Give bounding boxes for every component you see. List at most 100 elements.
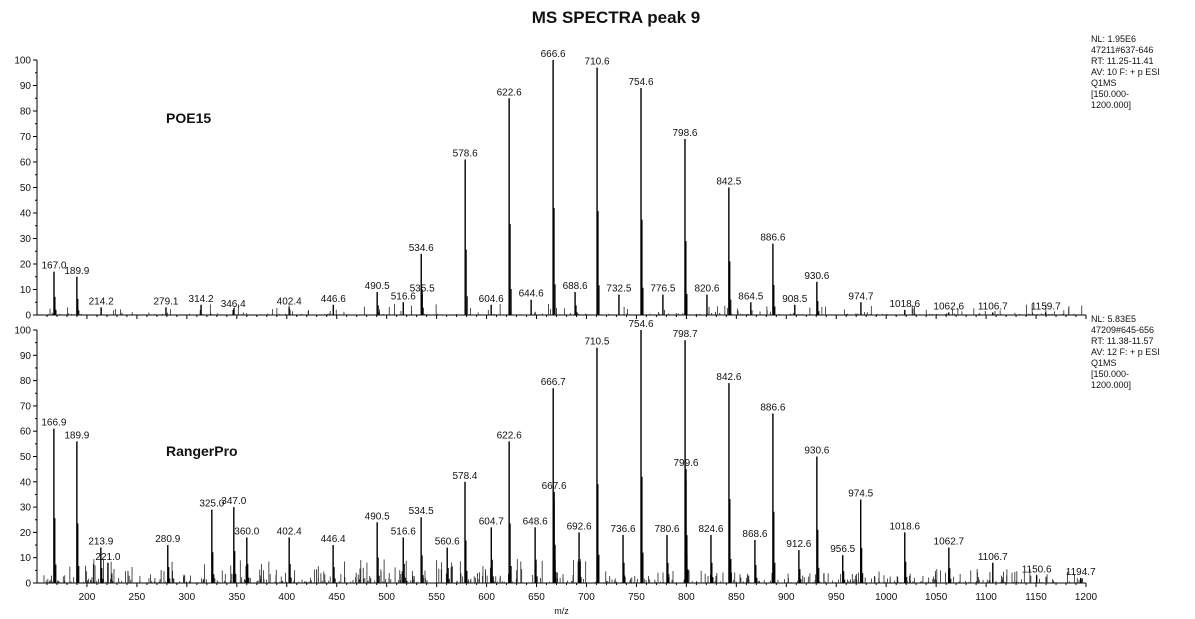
- peak-label: 956.5: [830, 544, 855, 555]
- peak-label: 346.4: [221, 299, 246, 310]
- peak-label: 692.6: [567, 521, 592, 532]
- peak-label: 886.6: [760, 402, 785, 413]
- peak-label: 799.6: [673, 458, 698, 469]
- y-tick-label: 30: [20, 503, 32, 514]
- peak-label: 754.6: [629, 319, 654, 330]
- x-tick-label: 1150: [1025, 592, 1047, 603]
- info-line: 47209#645-656: [1091, 325, 1154, 335]
- info-line: NL: 5.83E5: [1091, 314, 1136, 324]
- peak-label: 1018.6: [889, 521, 920, 532]
- peak-label: 732.5: [606, 284, 631, 295]
- peak-label: 974.5: [848, 489, 873, 500]
- peak-label: 167.0: [41, 261, 66, 272]
- panel-label: POE15: [166, 110, 211, 126]
- peak-label: 189.9: [64, 266, 89, 277]
- peak-label: 189.9: [64, 430, 89, 441]
- y-tick-label: 60: [20, 158, 32, 169]
- peak-label: 1062.6: [933, 301, 964, 312]
- x-tick-label: 700: [578, 592, 595, 603]
- y-tick-label: 50: [20, 183, 32, 194]
- x-tick-label: 850: [728, 592, 745, 603]
- peak-label: 644.6: [519, 289, 544, 300]
- peak-label: 780.6: [654, 524, 679, 535]
- y-tick-label: 70: [20, 401, 32, 412]
- peak-label: 347.0: [221, 496, 246, 507]
- x-tick-label: 650: [528, 592, 545, 603]
- y-tick-label: 80: [20, 376, 32, 387]
- x-axis-title: m/z: [554, 606, 569, 616]
- peak-label: 490.5: [365, 511, 390, 522]
- y-tick-label: 100: [14, 56, 31, 67]
- peak-label: 842.5: [716, 177, 741, 188]
- peak-label: 516.6: [391, 526, 416, 537]
- x-tick-label: 900: [778, 592, 795, 603]
- peak-label: 279.1: [153, 296, 178, 307]
- peak-label: 622.6: [497, 430, 522, 441]
- peak-label: 666.7: [541, 377, 566, 388]
- peak-label: 820.6: [694, 284, 719, 295]
- x-tick-label: 200: [79, 592, 96, 603]
- peak-label: 214.2: [89, 296, 114, 307]
- y-tick-label: 10: [20, 553, 32, 564]
- peak-label: 667.6: [542, 481, 567, 492]
- x-tick-label: 1100: [975, 592, 997, 603]
- peak-label: 1194.7: [1066, 567, 1096, 578]
- x-tick-label: 550: [428, 592, 445, 603]
- x-tick-label: 1200: [1075, 592, 1098, 603]
- peak-label: 1018.6: [889, 299, 920, 310]
- peak-label: 648.6: [523, 516, 548, 527]
- peak-label: 736.6: [611, 524, 636, 535]
- x-tick-label: 300: [179, 592, 196, 603]
- x-tick-label: 800: [678, 592, 695, 603]
- info-line: NL: 1.95E6: [1091, 34, 1136, 44]
- peak-label: 864.5: [738, 291, 763, 302]
- info-line: 1200.000]: [1091, 100, 1131, 110]
- peak-label: 446.4: [321, 534, 346, 545]
- peak-label: 446.6: [321, 294, 346, 305]
- peak-label: 710.6: [585, 57, 610, 68]
- x-tick-label: 500: [378, 592, 395, 603]
- info-line: AV: 10 F: + p ESI: [1091, 67, 1160, 77]
- peak-label: 213.9: [88, 537, 113, 548]
- x-tick-label: 950: [828, 592, 845, 603]
- info-line: [150.000-: [1091, 89, 1129, 99]
- peak-label: 886.6: [760, 233, 785, 244]
- info-line: Q1MS: [1091, 358, 1117, 368]
- peak-label: 360.0: [234, 526, 259, 537]
- peak-label: 868.6: [742, 529, 767, 540]
- x-tick-label: 400: [278, 592, 295, 603]
- peak-label: 974.7: [848, 291, 873, 302]
- peak-label: 710.5: [584, 337, 609, 348]
- peak-label: 930.6: [804, 271, 829, 282]
- info-line: [150.000-: [1091, 369, 1129, 379]
- peak-label: 534.5: [409, 506, 434, 517]
- x-tick-label: 450: [328, 592, 345, 603]
- x-tick-label: 1050: [925, 592, 948, 603]
- peak-label: 402.4: [277, 526, 302, 537]
- y-tick-label: 90: [20, 81, 32, 92]
- peak-label: 604.7: [479, 516, 504, 527]
- peak-label: 314.2: [189, 294, 214, 305]
- chart-title: MS SPECTRA peak 9: [532, 8, 700, 27]
- peak-label: 930.6: [804, 446, 829, 457]
- peak-label: 1106.7: [978, 301, 1008, 312]
- y-tick-label: 100: [14, 326, 31, 337]
- peak-label: 824.6: [698, 524, 723, 535]
- peak-label: 912.6: [786, 539, 811, 550]
- peak-label: 798.6: [672, 128, 697, 139]
- peak-label: 604.6: [479, 294, 504, 305]
- y-tick-label: 10: [20, 285, 32, 296]
- peak-label: 402.4: [277, 296, 302, 307]
- peak-label: 1159.7: [1031, 301, 1061, 312]
- peak-label: 1150.6: [1022, 564, 1052, 575]
- info-line: 1200.000]: [1091, 380, 1131, 390]
- peak-label: 754.6: [629, 77, 654, 88]
- y-tick-label: 0: [25, 579, 31, 590]
- info-line: AV: 12 F: + p ESI: [1091, 347, 1160, 357]
- y-tick-label: 60: [20, 427, 32, 438]
- info-line: Q1MS: [1091, 78, 1117, 88]
- y-tick-label: 90: [20, 351, 32, 362]
- y-tick-label: 30: [20, 234, 32, 245]
- peak-label: 280.9: [155, 534, 180, 545]
- peak-label: 578.4: [452, 471, 477, 482]
